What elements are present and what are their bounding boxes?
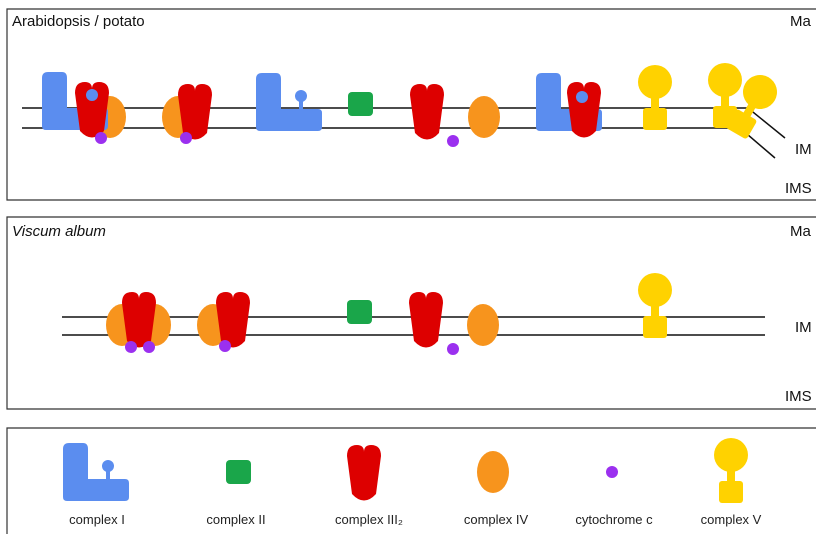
legend-label: complex III₂ (335, 512, 403, 527)
legend-label: cytochrome c (575, 512, 653, 527)
complexes (42, 63, 783, 147)
complexes (106, 273, 672, 355)
legend-icons (63, 438, 748, 503)
legend-label: complex I (69, 512, 125, 527)
membrane (22, 108, 785, 158)
matrix-label: Ma (790, 223, 811, 240)
diagram: Arabidopsis / potato Ma IM IMS Viscum al… (0, 0, 817, 534)
legend-label: complex II (206, 512, 265, 527)
membrane-label: IM (795, 319, 812, 336)
membrane-label: IM (795, 141, 812, 158)
panel-title: Arabidopsis / potato (12, 13, 145, 30)
ims-label: IMS (785, 180, 812, 197)
matrix-label: Ma (790, 13, 811, 30)
ims-label: IMS (785, 388, 812, 405)
panel-title: Viscum album (12, 223, 106, 240)
legend-label: complex V (701, 512, 762, 527)
legend-label: complex IV (464, 512, 529, 527)
